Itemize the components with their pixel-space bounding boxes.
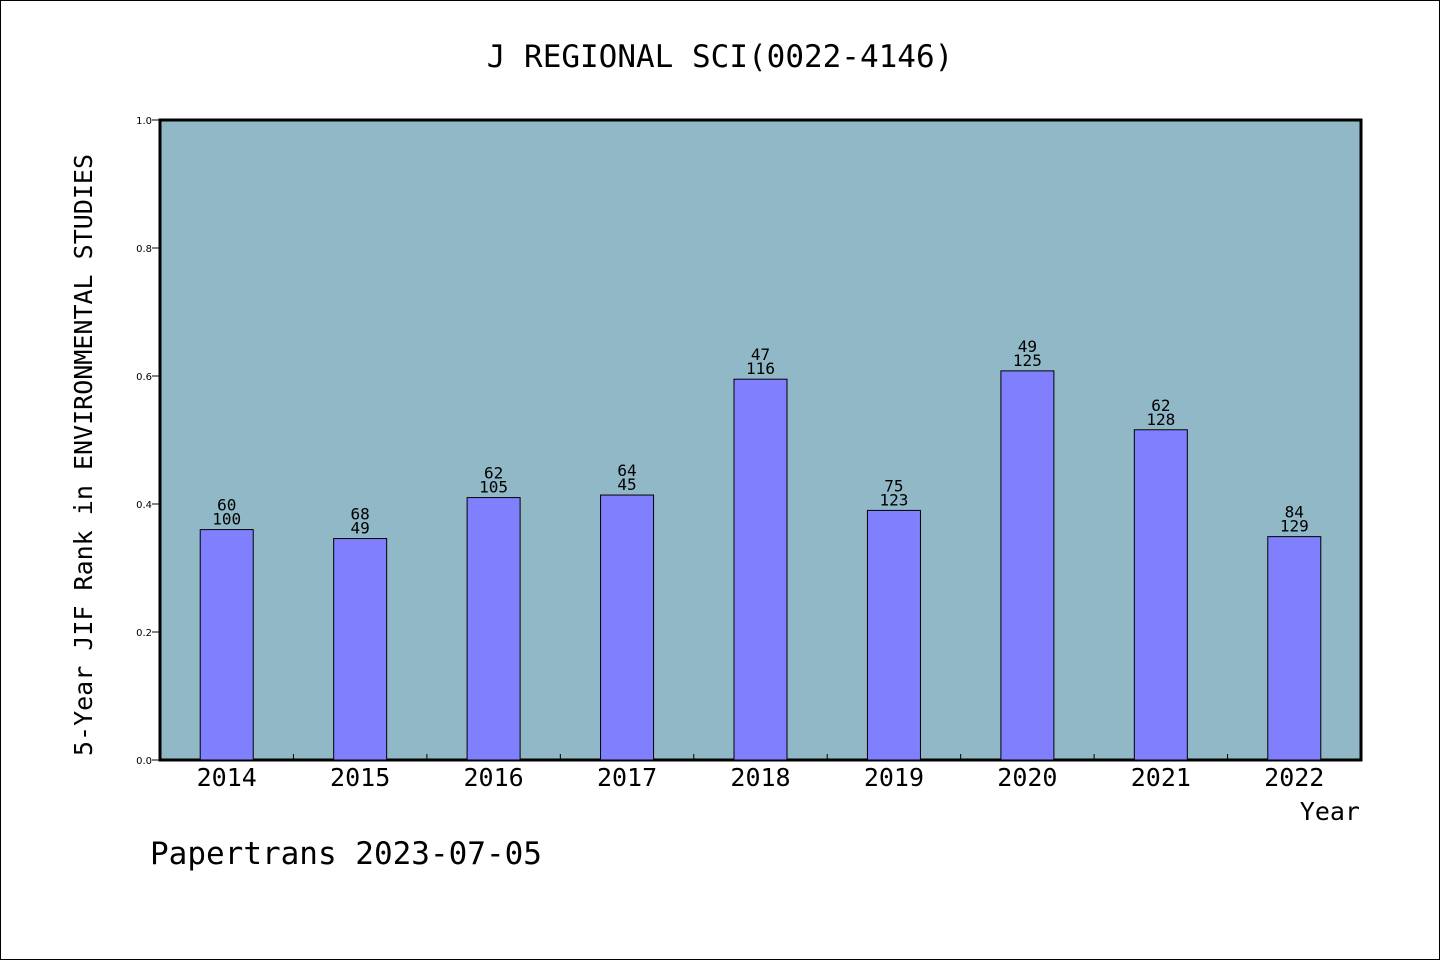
bar-2022	[1267, 536, 1322, 761]
y-tick-label: 1.0	[136, 116, 152, 127]
bar-total-label: 116	[746, 359, 775, 378]
x-tick-label: 2015	[330, 763, 390, 792]
bar-2017	[600, 494, 655, 761]
bar-total-label: 45	[617, 475, 636, 494]
bar-2014	[199, 529, 254, 761]
bar-total-label: 129	[1280, 517, 1309, 536]
bar-total-label: 123	[879, 490, 908, 509]
y-axis-label: 5-Year JIF Rank in ENVIRONMENTAL STUDIES	[69, 154, 98, 756]
bar-rank-label: 84	[1285, 503, 1304, 522]
footer-text: Papertrans 2023-07-05	[150, 836, 542, 872]
y-axis: 0.0 0.2 0.4 0.6 0.8 1.0	[136, 116, 160, 767]
bar-total-label: 100	[212, 510, 241, 529]
bar-total-label: 105	[479, 478, 508, 497]
bar-2021	[1133, 429, 1188, 761]
bar-rank-label: 62	[484, 464, 503, 483]
x-tick-label: 2016	[464, 763, 524, 792]
y-tick-label: 0.8	[136, 244, 152, 255]
x-axis-label: Year	[1300, 797, 1360, 826]
chart-title: J REGIONAL SCI(0022-4146)	[487, 39, 954, 75]
y-tick-label: 0.4	[136, 500, 152, 511]
y-tick-label: 0.6	[136, 372, 152, 383]
bar-rank-label: 49	[1018, 337, 1037, 356]
x-axis: 2014 2015 2016 2017 2018 2019 2020 2021 2022	[197, 754, 1324, 792]
bars	[199, 370, 1322, 761]
bar-rank-label: 75	[884, 476, 903, 495]
x-tick-label: 2020	[997, 763, 1057, 792]
bar-rank-label: 62	[1151, 396, 1170, 415]
bar-total-label: 128	[1146, 410, 1175, 429]
x-tick-label: 2022	[1264, 763, 1324, 792]
x-tick-label: 2017	[597, 763, 657, 792]
x-tick-label: 2021	[1131, 763, 1191, 792]
bar-rank-label: 64	[617, 461, 636, 480]
x-tick-label: 2019	[864, 763, 924, 792]
bar-rank-label: 47	[751, 345, 770, 364]
bar-2019	[866, 509, 921, 761]
bar-2015	[333, 538, 388, 761]
bar-2020	[1000, 370, 1055, 761]
bar-2016	[466, 497, 521, 761]
x-tick-label: 2014	[197, 763, 257, 792]
bar-total-label: 125	[1013, 351, 1042, 370]
bar-2018	[733, 378, 788, 761]
y-tick-label: 0.2	[136, 628, 152, 639]
bar-rank-label: 68	[351, 505, 370, 524]
y-tick-label: 0.0	[136, 756, 152, 767]
bar-total-label: 49	[351, 519, 370, 538]
bar-rank-label: 60	[217, 496, 236, 515]
x-tick-label: 2018	[730, 763, 790, 792]
